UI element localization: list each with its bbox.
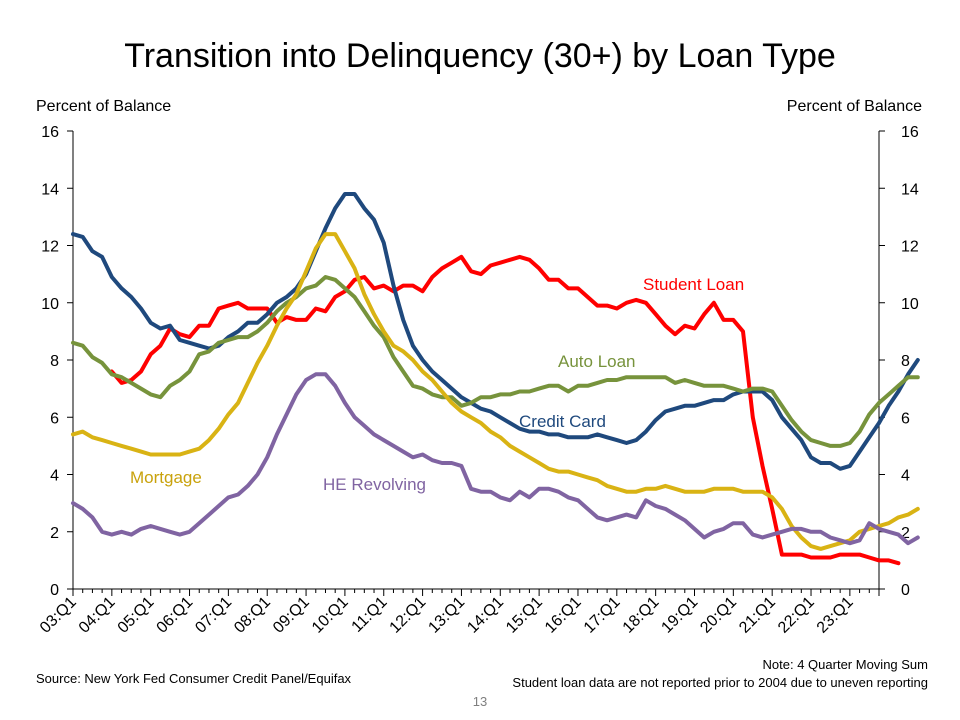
x-tick-label: 20:Q1 [697, 594, 740, 637]
x-tick-label: 22:Q1 [775, 594, 818, 637]
series-line-credit-card [71, 192, 920, 471]
x-tick-label: 15:Q1 [503, 594, 546, 637]
y-tick-label-left: 8 [50, 353, 59, 370]
y-tick-label-right: 8 [901, 353, 910, 370]
x-tick-label: 05:Q1 [115, 594, 158, 637]
y-tick-label-right: 2 [901, 525, 910, 542]
y-tick-label-left: 4 [50, 468, 59, 485]
x-tick-label: 09:Q1 [270, 594, 313, 637]
series-label-credit-card: Credit Card [519, 412, 606, 431]
page-number: 13 [472, 694, 488, 709]
y-axis-label-left: Percent of Balance [36, 98, 172, 115]
source-note: Source: New York Fed Consumer Credit Pan… [36, 671, 352, 686]
moving-sum-note: Note: 4 Quarter Moving Sum [762, 657, 928, 672]
y-tick-label-right: 0 [901, 582, 910, 599]
y-tick-label-left: 12 [41, 239, 59, 256]
y-tick-label-right: 10 [901, 296, 919, 313]
y-tick-label-left: 2 [50, 525, 59, 542]
y-axis-label-right: Percent of Balance [786, 98, 922, 115]
series-line-he-revolving [71, 372, 920, 546]
x-tick-label: 13:Q1 [425, 594, 468, 637]
y-tick-label-left: 0 [50, 582, 59, 599]
y-tick-label-right: 14 [901, 181, 919, 198]
series-label-student-loan: Student Loan [643, 275, 744, 294]
y-tick-label-right: 4 [901, 468, 910, 485]
y-tick-label-left: 16 [41, 124, 59, 141]
x-tick-label: 12:Q1 [387, 594, 430, 637]
x-tick-label: 14:Q1 [464, 594, 507, 637]
x-tick-label: 18:Q1 [620, 594, 663, 637]
y-tick-label-left: 14 [41, 181, 59, 198]
chart-series [71, 192, 920, 566]
x-tick-label: 23:Q1 [814, 594, 857, 637]
x-tick-label: 07:Q1 [192, 594, 235, 637]
x-tick-label: 04:Q1 [76, 594, 119, 637]
x-tick-label: 03:Q1 [37, 594, 80, 637]
x-tick-label: 19:Q1 [658, 594, 701, 637]
chart-inline-labels: Student Loan Auto Loan Credit Card Mortg… [130, 275, 744, 494]
series-label-mortgage: Mortgage [130, 468, 202, 487]
series-line-mortgage [71, 232, 920, 551]
series-line-auto-loan [71, 275, 920, 448]
x-tick-label: 21:Q1 [736, 594, 779, 637]
series-label-auto-loan: Auto Loan [558, 352, 636, 371]
y-tick-label-right: 12 [901, 239, 919, 256]
y-tick-label-right: 6 [901, 410, 910, 427]
series-label-he-revolving: HE Revolving [323, 475, 426, 494]
reporting-note: Student loan data are not reported prior… [512, 675, 928, 690]
x-tick-label: 16:Q1 [542, 594, 585, 637]
y-tick-label-right: 16 [901, 124, 919, 141]
y-tick-label-left: 10 [41, 296, 59, 313]
x-tick-label: 11:Q1 [349, 594, 391, 636]
series-line-student-loan [109, 254, 901, 566]
x-tick-label: 06:Q1 [154, 594, 197, 637]
x-tick-label: 08:Q1 [231, 594, 274, 637]
chart-axes: 0 0 2 2 4 4 6 6 8 8 10 10 12 12 14 14 16 16 03:Q104:Q105:Q… [37, 124, 919, 637]
chart-title: Transition into Delinquency (30+) by Loa… [124, 37, 836, 75]
y-tick-label-left: 6 [50, 410, 59, 427]
x-tick-label: 17:Q1 [581, 594, 624, 637]
x-tick-label: 10:Q1 [309, 594, 352, 637]
